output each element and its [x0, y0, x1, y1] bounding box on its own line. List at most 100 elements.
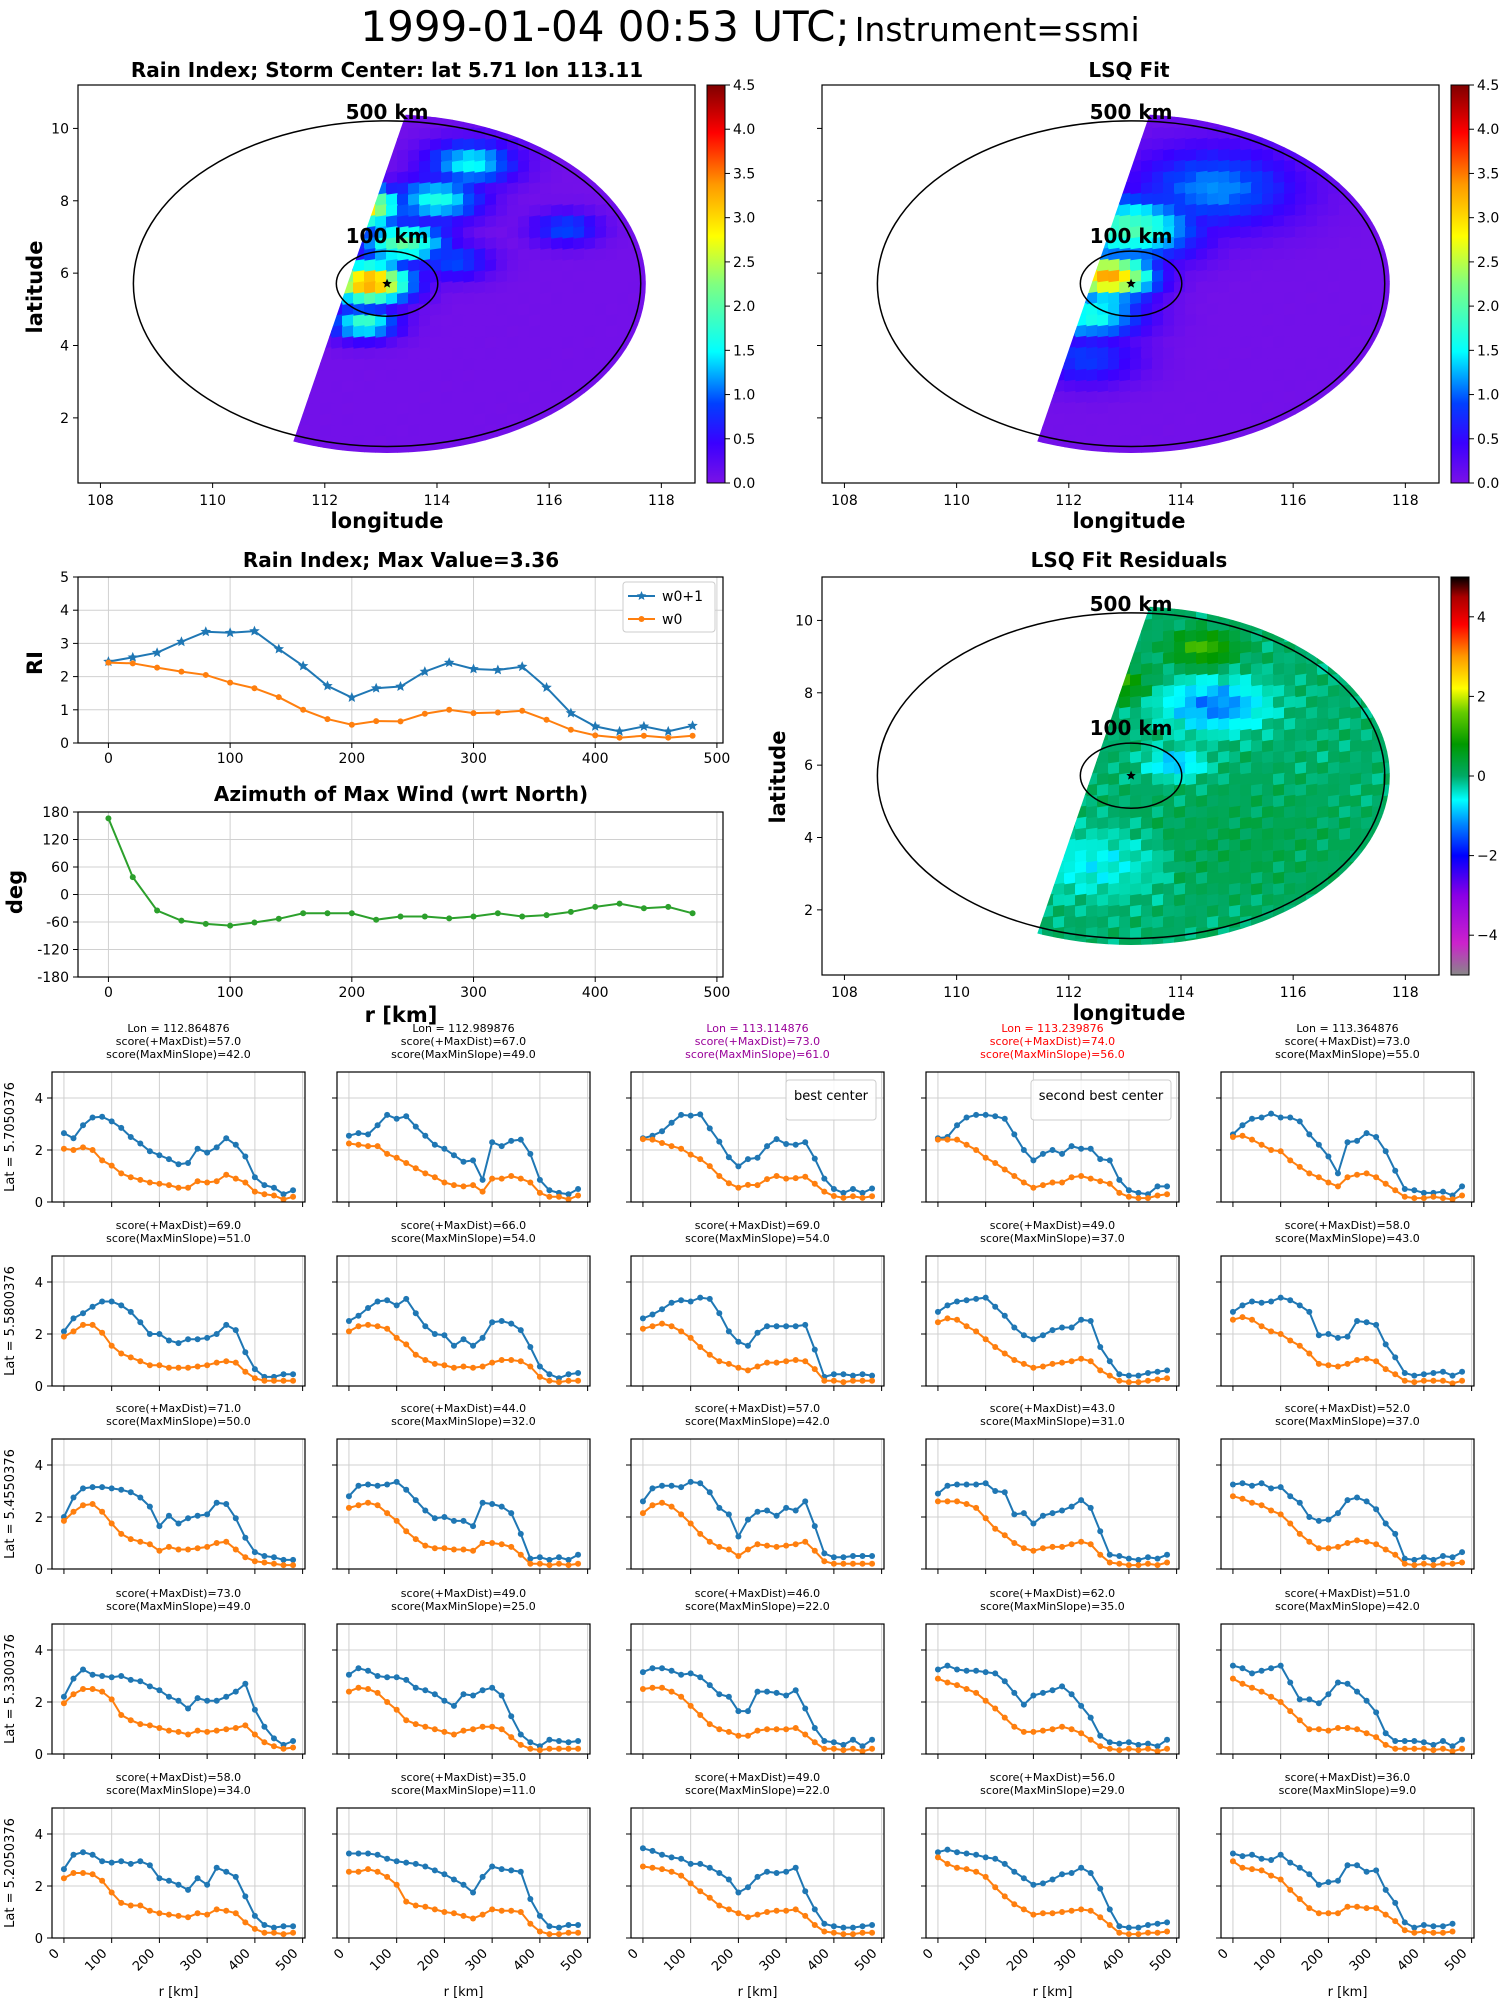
- map-pixel: [1020, 324, 1032, 338]
- map-pixel: [1427, 402, 1439, 415]
- map-pixel: [353, 479, 365, 492]
- map-pixel: [888, 237, 900, 250]
- map-pixel: [188, 325, 200, 338]
- map-pixel: [1163, 346, 1175, 360]
- map-pixel: [144, 468, 156, 481]
- map-pixel: [1141, 423, 1153, 437]
- map-pixel: [507, 182, 519, 196]
- map-pixel: [1262, 401, 1274, 415]
- map-pixel: [1372, 203, 1384, 217]
- map-pixel: [1130, 457, 1142, 470]
- map-pixel: [1361, 346, 1373, 360]
- map-pixel: [221, 281, 233, 294]
- map-pixel: [844, 391, 856, 404]
- map-pixel: [155, 149, 167, 162]
- map-pixel: [1075, 423, 1087, 437]
- map-pixel: [221, 479, 233, 492]
- map-pixel: [430, 259, 442, 273]
- map-pixel: [1405, 641, 1417, 654]
- map-pixel: [910, 446, 922, 459]
- map-pixel: [1016, 302, 1021, 316]
- map-pixel: [144, 94, 156, 107]
- map-pixel: [1207, 357, 1219, 371]
- map-pixel: [1097, 291, 1109, 305]
- map-pixel: [1075, 368, 1087, 382]
- map-pixel: [1064, 269, 1076, 283]
- map-pixel: [1174, 302, 1186, 316]
- map-pixel: [910, 336, 922, 349]
- map-pixel: [1405, 303, 1417, 316]
- w0p1-point: [249, 625, 260, 636]
- map-pixel: [1328, 203, 1340, 217]
- x-tick-label: 0: [104, 985, 113, 1001]
- map-pixel: [650, 435, 662, 448]
- map-pixel: [1383, 468, 1395, 481]
- map-pixel: [584, 114, 596, 119]
- map-pixel: [386, 325, 398, 339]
- map-pixel: [287, 468, 299, 481]
- map-pixel: [628, 281, 640, 295]
- map-pixel: [976, 259, 988, 272]
- map-pixel: [188, 424, 200, 437]
- map-pixel: [1130, 236, 1142, 250]
- map-pixel: [419, 446, 431, 453]
- plot-frame: [77, 576, 724, 744]
- map-pixel: [683, 347, 695, 360]
- map-pixel: [899, 424, 911, 437]
- map-pixel: [463, 369, 475, 383]
- map-pixel: [1350, 434, 1362, 448]
- map-pixel: [1020, 225, 1032, 239]
- map-pixel: [265, 457, 277, 470]
- map-pixel: [1064, 412, 1076, 426]
- map-pixel: [298, 182, 310, 196]
- y-tick-label: 60: [51, 860, 69, 876]
- map-pixel: [1262, 280, 1274, 294]
- map-pixel: [463, 182, 475, 196]
- map-pixel: [254, 149, 266, 162]
- map-pixel: [375, 303, 387, 317]
- map-pixel: [1350, 302, 1362, 316]
- map-pixel: [1229, 269, 1241, 283]
- map-pixel: [287, 303, 299, 317]
- map-pixel: [276, 281, 288, 295]
- map-pixel: [1053, 468, 1065, 481]
- map-pixel: [1427, 619, 1439, 632]
- map-pixel: [910, 325, 922, 338]
- map-pixel: [1361, 313, 1373, 327]
- map-pixel: [1196, 445, 1208, 453]
- map-pixel: [1339, 640, 1351, 654]
- map-pixel: [1229, 258, 1241, 272]
- map-pixel: [1350, 148, 1362, 162]
- map-pixel: [910, 292, 922, 305]
- map-pixel: [122, 270, 134, 283]
- map-pixel: [1229, 236, 1241, 250]
- map-pixel: [1339, 148, 1351, 162]
- map-pixel: [1284, 335, 1296, 349]
- map-pixel: [1086, 170, 1098, 184]
- map-pixel: [965, 347, 977, 360]
- map-pixel: [1185, 115, 1197, 129]
- map-pixel: [529, 446, 541, 453]
- map-pixel: [833, 325, 845, 338]
- map-pixel: [485, 94, 497, 107]
- map-pixel: [166, 171, 178, 184]
- map-pixel: [998, 597, 1010, 610]
- map-pixel: [965, 127, 977, 140]
- map-pixel: [1295, 457, 1307, 470]
- map-pixel: [1097, 629, 1109, 643]
- map-pixel: [507, 215, 519, 229]
- map-pixel: [965, 457, 977, 470]
- x-tick-label: 108: [831, 493, 858, 509]
- map-pixel: [1328, 618, 1340, 632]
- map-pixel: [866, 586, 878, 599]
- map-pixel: [1372, 335, 1384, 349]
- map-pixel: [298, 424, 310, 438]
- map-pixel: [1229, 651, 1241, 665]
- map-pixel: [540, 435, 552, 449]
- map-pixel: [932, 358, 944, 371]
- map-pixel: [844, 292, 856, 305]
- map-swath-group: [100, 94, 695, 492]
- map-pixel: [910, 105, 922, 118]
- map-pixel: [100, 237, 112, 250]
- map-pixel: [921, 402, 933, 415]
